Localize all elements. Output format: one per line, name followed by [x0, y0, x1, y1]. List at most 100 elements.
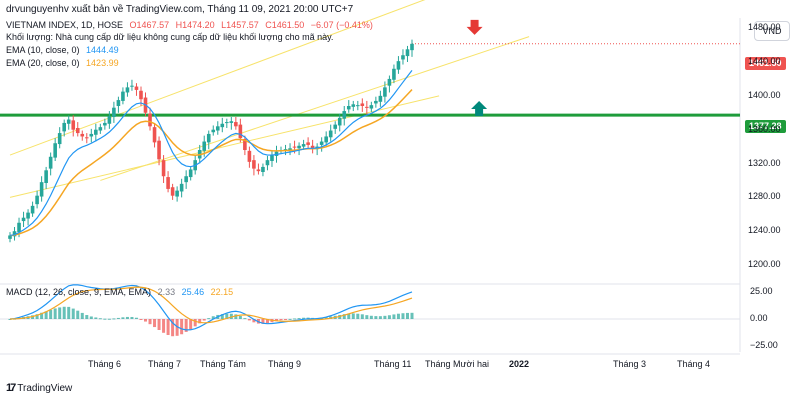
candle-body: [39, 182, 44, 197]
candle-body: [360, 103, 365, 106]
candle-body: [89, 133, 94, 137]
candle-body: [170, 187, 175, 196]
macd-histogram-bar: [396, 313, 400, 319]
candle-body: [202, 141, 207, 151]
macd-histogram-bar: [378, 316, 382, 319]
macd-signal-line: [9, 286, 413, 324]
candle-body: [57, 133, 62, 145]
time-tick-label: Tháng 4: [677, 359, 711, 369]
macd-histogram-bar: [293, 318, 297, 320]
macd-histogram-bar: [234, 314, 238, 319]
macd-histogram-bar: [238, 315, 242, 319]
candle-body: [112, 107, 116, 117]
candle-body: [206, 133, 211, 143]
candle-body: [324, 136, 328, 143]
macd-histogram-bar: [157, 319, 161, 330]
macd-histogram-bar: [98, 318, 102, 320]
macd-histogram-bar: [297, 318, 301, 320]
candle-body: [175, 190, 179, 197]
candle-body: [301, 144, 306, 147]
support-level-tag: 1377.28: [745, 120, 786, 133]
candle-body: [157, 140, 161, 160]
candle-body: [225, 122, 229, 124]
macd-histogram-bar: [410, 312, 414, 319]
candle-body: [103, 122, 107, 126]
price-tick-label: 1360.00: [748, 123, 781, 134]
macd-histogram-bar: [107, 318, 111, 320]
macd-histogram-bar: [211, 316, 215, 319]
candle-body: [378, 95, 383, 102]
macd-histogram-bar: [153, 319, 157, 328]
open-value: O1467.57: [129, 20, 170, 30]
candle-body: [35, 195, 39, 205]
macd-label: MACD (12, 26, close, 9, EMA, EMA): [6, 287, 152, 297]
macd-histogram-bar: [184, 319, 188, 332]
macd-histogram-bar: [207, 318, 211, 320]
low-value: L1457.57: [221, 20, 259, 30]
macd-histogram-bar: [162, 319, 166, 333]
candle-body: [396, 61, 401, 70]
tradingview-brand[interactable]: 17 TradingView: [6, 382, 72, 394]
publisher-header: drvunguyenhv xuất bản về TradingView.com…: [6, 4, 354, 15]
up-arrow-marker: [471, 101, 488, 116]
macd-histogram-bar: [139, 319, 143, 320]
high-value: H1474.20: [175, 20, 215, 30]
macd-tick-label: 25.00: [750, 286, 773, 297]
candle-body: [297, 145, 301, 149]
candle-body: [319, 141, 324, 145]
macd-histogram-bar: [44, 311, 48, 319]
ema10-label: EMA (10, close, 0): [6, 45, 80, 55]
time-tick-label: Tháng 6: [88, 359, 122, 369]
currency-button[interactable]: VND: [754, 21, 790, 41]
macd-tick-label: 0.00: [750, 313, 768, 323]
macd-histogram-bar: [175, 319, 179, 336]
macd-histogram-bar: [279, 319, 283, 321]
candle-body: [288, 148, 292, 150]
candle-body: [71, 120, 76, 130]
candle-body: [333, 124, 338, 129]
ema20-label: EMA (20, close, 0): [6, 58, 80, 68]
ema20-legend: EMA (20, close, 0) 1423.99: [6, 58, 123, 68]
macd-histogram-bar: [180, 319, 184, 335]
macd-histogram-bar: [220, 314, 224, 319]
last-price-tag: 1461.50: [745, 57, 786, 70]
macd-histogram-bar: [401, 313, 405, 319]
candle-body: [188, 169, 193, 178]
macd-histogram-bar: [392, 314, 396, 319]
ema20-value: 1423.99: [86, 58, 119, 68]
macd-histogram-bar: [80, 312, 84, 319]
macd-histogram-bar: [369, 315, 373, 319]
price-tick-label: 1280.00: [748, 191, 781, 202]
candle-body: [134, 86, 139, 90]
macd-histogram-bar: [112, 318, 116, 320]
macd-histogram-bar: [265, 319, 269, 324]
channel-mid-line: [100, 36, 530, 181]
candle-body: [337, 117, 342, 126]
candle-body: [238, 124, 243, 139]
volume-note: Khối lượng: Nhà cung cấp dữ liệu không c…: [6, 32, 334, 42]
time-tick-label: 2022: [509, 359, 530, 369]
candle-body: [229, 121, 234, 123]
candle-body: [410, 43, 414, 51]
candle-body: [292, 146, 297, 148]
candle-body: [252, 160, 256, 169]
macd-histogram-bar: [356, 313, 360, 319]
time-tick-label: Tháng Tám: [200, 359, 246, 369]
macd-histogram-bar: [103, 318, 107, 320]
candle-body: [48, 156, 53, 169]
candle-body: [243, 139, 247, 150]
candle-body: [387, 78, 392, 86]
macd-histogram-bar: [243, 318, 247, 320]
candle-body: [98, 127, 103, 131]
candle-body: [270, 155, 274, 161]
time-tick-label: Tháng 9: [268, 359, 302, 369]
candle-body: [274, 151, 279, 156]
macd-histogram-bar: [166, 319, 170, 335]
ema20-line: [9, 89, 413, 237]
candle-body: [161, 160, 166, 177]
candle-body: [84, 137, 89, 139]
macd-histogram-bar: [8, 319, 12, 320]
macd-histogram-bar: [252, 319, 256, 323]
candle-body: [265, 160, 270, 166]
